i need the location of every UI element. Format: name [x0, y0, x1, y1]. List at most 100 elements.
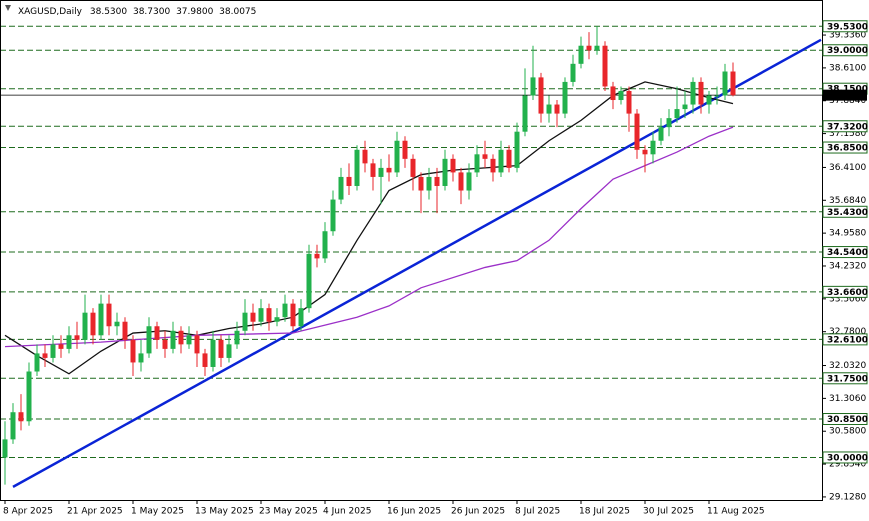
candle-body	[562, 81, 568, 114]
candle-body	[218, 339, 224, 358]
trend-line	[12, 38, 822, 488]
candle-body	[514, 131, 520, 168]
candle-body	[162, 339, 168, 349]
level-box	[822, 285, 868, 298]
candle-body	[202, 353, 208, 367]
candle-body	[50, 344, 56, 358]
header-open: 38.5300	[90, 7, 127, 17]
candle-body	[370, 163, 376, 177]
current-price-box	[823, 89, 867, 101]
level-box	[822, 246, 868, 259]
candle-body	[98, 303, 104, 336]
x-tick-label: 13 May 2025	[195, 507, 254, 517]
y-tick-label: 30.5800	[829, 427, 866, 437]
header-close: 38.0075	[219, 7, 256, 17]
candle-body	[18, 412, 24, 422]
candle-body	[10, 412, 16, 440]
candle-body	[266, 308, 272, 322]
candle-body	[546, 104, 552, 114]
candle-body	[170, 330, 176, 349]
level-box	[822, 333, 868, 346]
candle-body	[386, 167, 392, 173]
level-label: 31.7500	[827, 374, 868, 384]
candle-body	[682, 104, 688, 110]
y-tick-label: 36.4100	[829, 163, 866, 173]
candle-body	[418, 176, 424, 191]
candle-body	[106, 303, 112, 327]
candle-body	[250, 312, 256, 322]
candle-body	[402, 140, 408, 159]
candle-body	[690, 81, 696, 105]
candle-body	[90, 312, 96, 336]
y-tick-label: 32.7800	[829, 327, 866, 337]
candle-body	[346, 176, 352, 186]
x-tick-label: 18 Jul 2025	[579, 507, 630, 517]
candle-body	[58, 344, 64, 349]
level-box	[822, 413, 868, 426]
candle-body	[234, 330, 240, 345]
candle-body	[474, 154, 480, 173]
y-tick-label: 33.5060	[829, 294, 866, 304]
candle-body	[114, 321, 120, 327]
candle-body	[666, 118, 672, 128]
y-tick-label: 38.6100	[829, 63, 866, 73]
candle-body	[186, 335, 192, 345]
level-box	[822, 44, 868, 57]
x-tick-label: 1 May 2025	[131, 507, 184, 517]
candle-body	[466, 172, 472, 191]
candle-body	[570, 63, 576, 82]
x-tick-label: 23 May 2025	[259, 507, 318, 517]
x-tick-label: 21 Apr 2025	[67, 507, 123, 517]
candle-body	[34, 353, 40, 372]
candle-body	[522, 95, 528, 132]
candle-body	[610, 86, 616, 101]
candle-body	[394, 140, 400, 173]
candle-body	[146, 326, 152, 354]
level-box	[822, 20, 868, 33]
candle-body	[2, 439, 8, 458]
level-label: 37.3200	[827, 122, 868, 132]
header-icon	[5, 5, 11, 11]
level-label: 34.5400	[827, 248, 868, 258]
level-box	[822, 372, 868, 385]
level-label: 30.8500	[827, 415, 868, 425]
level-label: 39.0000	[827, 46, 868, 56]
candle-body	[626, 90, 632, 114]
candle-body	[138, 353, 144, 363]
candle-body	[498, 149, 504, 173]
candle-body	[578, 45, 584, 64]
plot-area	[1, 25, 822, 488]
x-tick-label: 8 Jul 2025	[515, 507, 560, 517]
candle-body	[586, 45, 592, 51]
y-tick-label: 31.3060	[829, 394, 866, 404]
candle-body	[642, 149, 648, 155]
level-box	[822, 141, 868, 154]
candle-body	[122, 321, 128, 340]
candle-body	[658, 127, 664, 141]
candle-body	[594, 45, 600, 51]
candle-body	[66, 335, 72, 349]
candle-body	[298, 308, 304, 327]
candle-body	[482, 154, 488, 159]
candle-body	[674, 109, 680, 119]
candle-body	[226, 344, 232, 358]
candle-body	[618, 90, 624, 101]
candle-body	[42, 353, 48, 358]
level-box	[822, 205, 868, 218]
level-label: 36.8500	[827, 144, 868, 154]
header-high: 38.7300	[133, 7, 170, 17]
candle-body	[194, 335, 200, 354]
candle-body	[490, 158, 496, 173]
candle-body	[634, 113, 640, 150]
y-tick-label: 32.0320	[829, 361, 866, 371]
candle-body	[650, 140, 656, 155]
level-box	[822, 120, 868, 133]
candle-body	[74, 335, 80, 340]
chart-header: XAGUSD,Daily 38.5300 38.7300 37.9800 38.…	[18, 7, 256, 17]
candle-body	[178, 330, 184, 345]
candle-body	[378, 167, 384, 177]
level-label: 30.0000	[827, 453, 868, 463]
candle-body	[322, 231, 328, 259]
x-tick-label: 26 Jun 2025	[451, 507, 505, 517]
candle-body	[242, 312, 248, 331]
